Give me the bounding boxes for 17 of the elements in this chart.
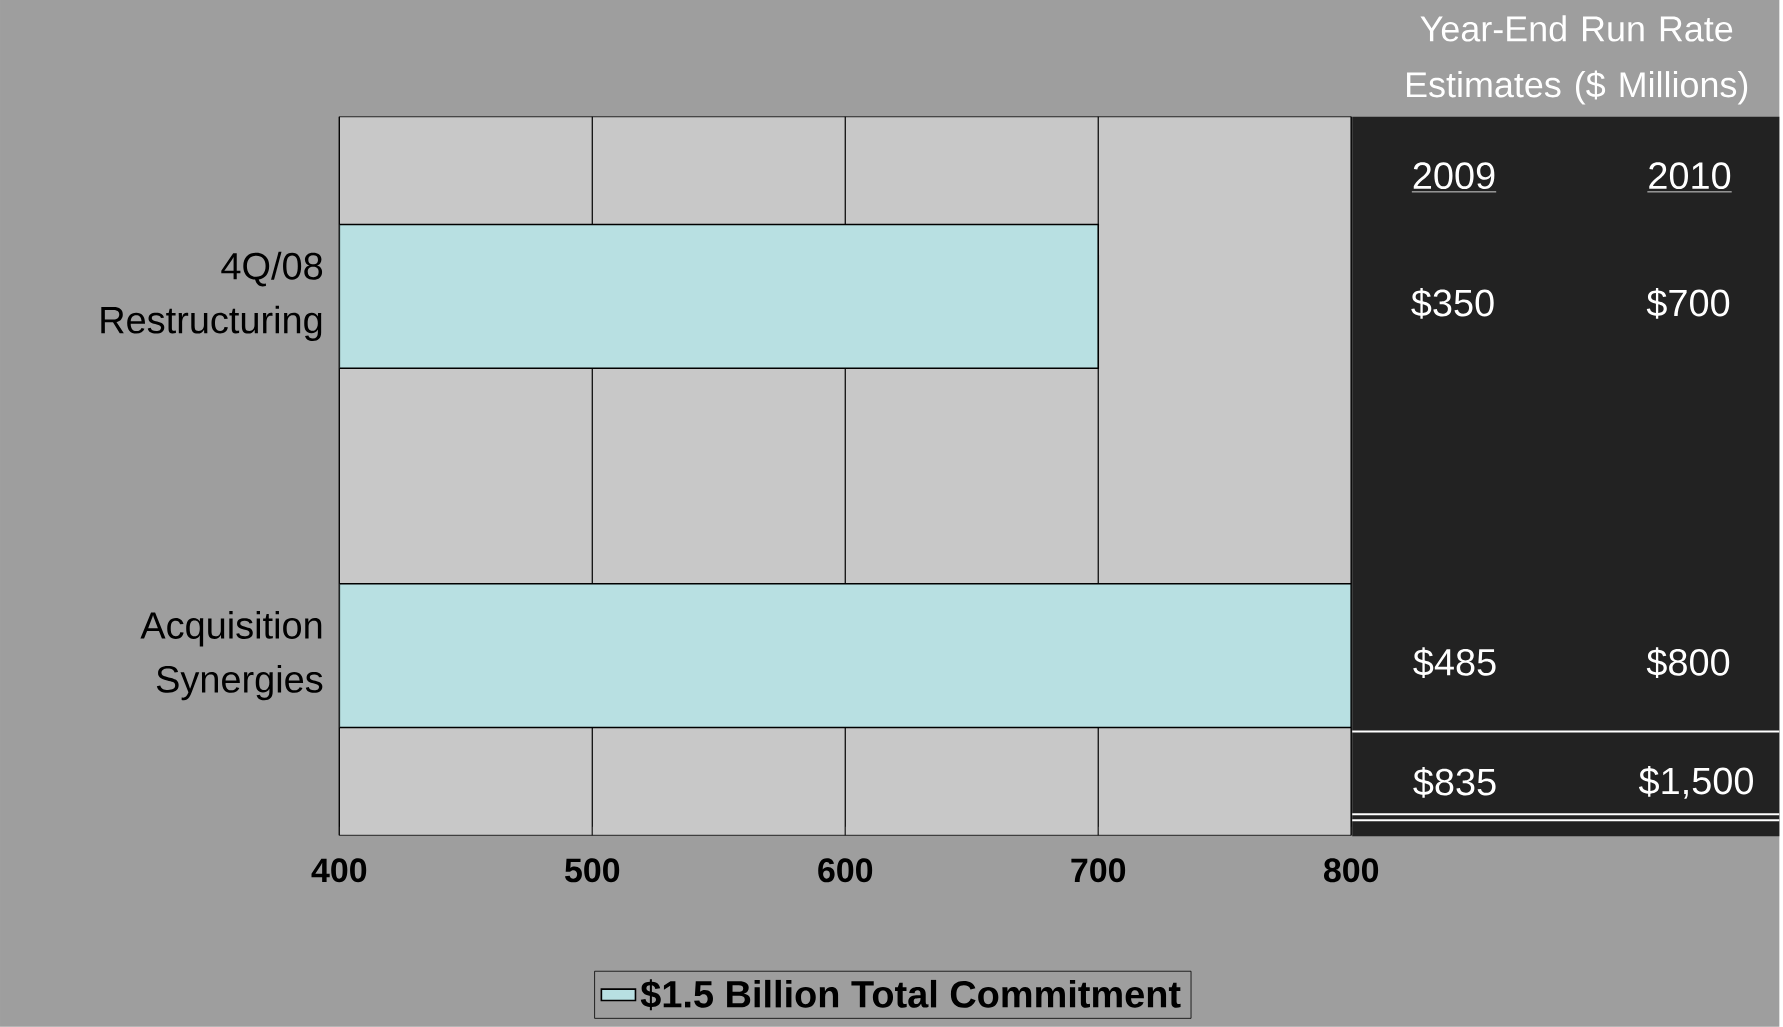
y-tick-label: 4Q/08 Restructuring xyxy=(101,251,323,342)
x-tick-label: 700 xyxy=(1071,858,1126,883)
text: 2010 xyxy=(1649,162,1731,190)
y-tick-label: Acquisition Synergies xyxy=(140,611,323,701)
text: $1,500 xyxy=(1638,766,1753,799)
x-tick-label: 400 xyxy=(311,858,367,883)
x-tick-label: 500 xyxy=(565,858,620,883)
text: Year-End Run Rate Estimates ($ Millions) xyxy=(1407,15,1748,105)
text: $800 xyxy=(1646,647,1730,679)
text: $485 xyxy=(1413,647,1496,679)
text: 2009 xyxy=(1413,162,1495,190)
legend-label: $1.5 Billion Total Commitment xyxy=(640,979,1181,1011)
x-tick-label: 800 xyxy=(1323,858,1379,883)
text: $835 xyxy=(1413,767,1496,798)
text: $350 xyxy=(1411,288,1494,319)
text: $700 xyxy=(1646,288,1730,319)
x-tick-label: 600 xyxy=(818,858,873,883)
